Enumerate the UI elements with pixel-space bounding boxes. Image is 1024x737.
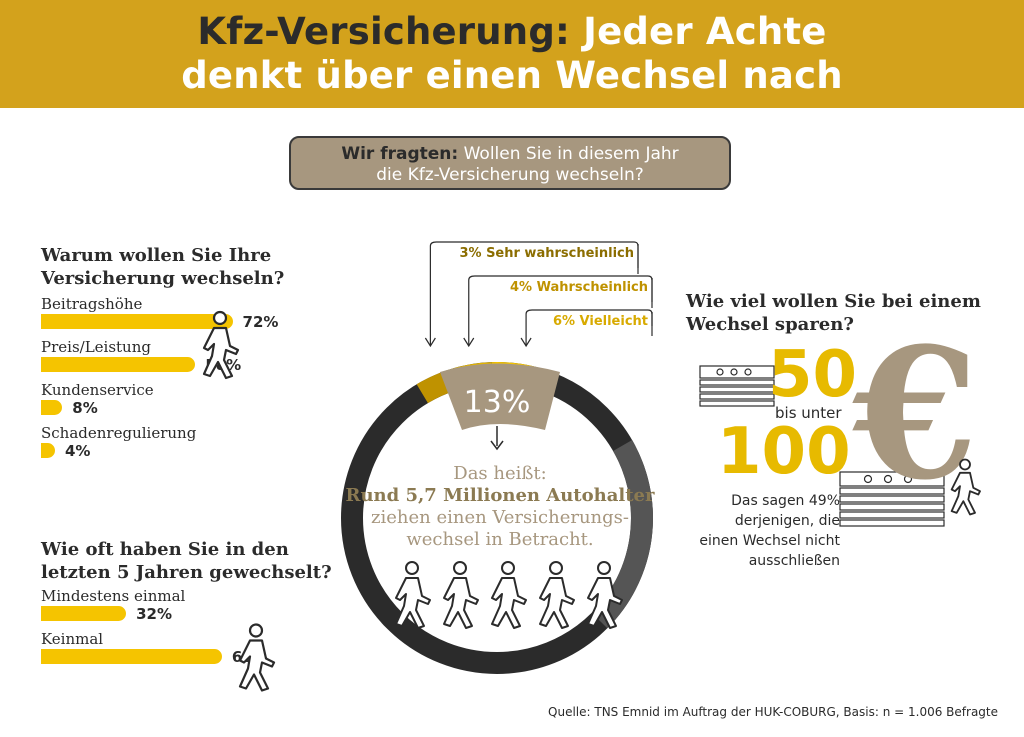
total-value-label: 13% (464, 385, 531, 420)
savings-note-line-2: derjenigen, die (734, 513, 840, 529)
legend-label: 6% Vielleicht (553, 314, 648, 329)
legend-arrow-head (424, 337, 436, 348)
bar-category-label: Kundenservice (41, 381, 154, 399)
bar-category-label: Preis/Leistung (41, 338, 151, 356)
euro-sign: € (853, 309, 979, 520)
walking-person-icon (950, 458, 981, 516)
bar-category-label: Mindestens einmal (41, 587, 186, 605)
legend-leader-line (429, 244, 639, 346)
walking-person-icon (443, 561, 479, 629)
legend-bracket-top (525, 309, 653, 315)
title-line-1: Kfz-Versicherung: Jeder Achte (0, 10, 1024, 53)
walking-person-icon (202, 310, 240, 380)
bar (41, 400, 63, 415)
bar-value-label: 8% (72, 399, 98, 417)
walking-person-icon (491, 561, 527, 629)
reasons-heading-line-1: Warum wollen Sie Ihre (41, 245, 272, 266)
savings-note-line-4: ausschließen (748, 553, 840, 569)
down-arrow-head (490, 440, 504, 451)
bar-category-label: Keinmal (41, 630, 104, 648)
donut-text-line-1: Das heißt: (453, 463, 547, 484)
bar-category-label: Schadenregulierung (41, 424, 197, 442)
bar-value-label: 72% (242, 313, 279, 331)
donut-text-line-3: ziehen einen Versicherungs- (371, 507, 629, 528)
question-lead: Wir fragten: (341, 144, 459, 164)
walking-people-icon-group (395, 561, 623, 629)
reasons-heading: Warum wollen Sie Ihre Versicherung wechs… (41, 244, 284, 290)
legend-arrow-head (463, 337, 475, 348)
bar (41, 314, 233, 329)
source-note: Quelle: TNS Emnid im Auftrag der HUK-COB… (548, 705, 998, 719)
savings-note-line-3: einen Wechsel nicht (699, 533, 840, 549)
bar (41, 606, 127, 621)
banknote-stack-icon (839, 471, 945, 527)
donut-text-line-2: Rund 5,7 Millionen Autohalter (345, 485, 655, 506)
frequency-heading-line-2: letzten 5 Jahren gewechselt? (41, 562, 332, 583)
walking-person-icon (238, 623, 276, 692)
savings-heading-line-1: Wie viel wollen Sie bei einem (686, 291, 981, 312)
frequency-heading: Wie oft haben Sie in den letzten 5 Jahre… (41, 538, 332, 584)
bar-value-label: 32% (136, 605, 173, 623)
legend-arrow-head (520, 337, 532, 348)
frequency-heading-line-1: Wie oft haben Sie in den (41, 539, 289, 560)
donut-text-line-4: wechsel in Betracht. (406, 529, 594, 550)
bar-category-label: Beitragshöhe (41, 295, 143, 313)
savings-low-value: 50 (768, 338, 858, 412)
title-part-2: Jeder Achte (583, 10, 827, 53)
savings-between-label: bis unter (775, 404, 842, 422)
question-line-2: die Kfz-Versicherung wechseln? (376, 165, 644, 185)
savings-heading-line-2: Wechsel sparen? (686, 314, 854, 335)
walking-person-icon (395, 561, 431, 629)
savings-heading: Wie viel wollen Sie bei einem Wechsel sp… (686, 290, 981, 336)
walking-person-icon (587, 561, 623, 629)
legend-label: 4% Wahrscheinlich (510, 280, 648, 295)
title-part-1: Kfz-Versicherung: (197, 10, 571, 53)
walking-person-icon (539, 561, 575, 629)
legend-leader-line (525, 312, 653, 346)
banknote-stack-icon (699, 365, 775, 407)
bar (41, 649, 222, 664)
question-line-1: Wir fragten: Wollen Sie in diesem Jahr (291, 144, 729, 164)
question-line-1-rest: Wollen Sie in diesem Jahr (463, 144, 679, 164)
bar-value-label: 4% (65, 442, 91, 460)
total-label-shape (440, 363, 560, 430)
bar (41, 357, 196, 372)
legend-label: 3% Sehr wahrscheinlich (459, 246, 634, 261)
question-box: Wir fragten: Wollen Sie in diesem Jahr d… (289, 136, 731, 190)
legend-bracket-top (468, 275, 653, 281)
bar (41, 443, 55, 458)
legend-bracket-top (429, 241, 639, 247)
reasons-heading-line-2: Versicherung wechseln? (41, 268, 285, 289)
header-banner: Kfz-Versicherung: Jeder Achte denkt über… (0, 0, 1024, 108)
savings-high-value: 100 (717, 415, 851, 489)
legend-leader-line (468, 278, 653, 346)
title-line-2: denkt über einen Wechsel nach (181, 54, 843, 97)
savings-note-line-1: Das sagen 49% (731, 493, 840, 509)
